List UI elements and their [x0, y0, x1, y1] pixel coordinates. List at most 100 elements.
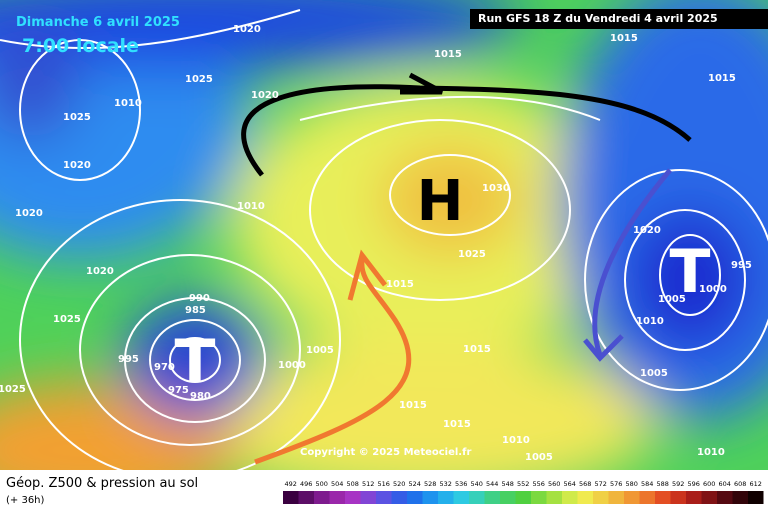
scale-label: 600: [703, 480, 715, 488]
scale-swatch: [562, 491, 578, 504]
isobar-label: 1010: [237, 201, 265, 212]
scale-label: 492: [285, 480, 297, 488]
scale-swatch: [515, 491, 531, 504]
scale-label: 552: [517, 480, 529, 488]
footer-lead: (+ 36h): [6, 495, 45, 506]
scale-label: 584: [641, 480, 653, 488]
scale-swatch: [484, 491, 500, 504]
scale-label: 556: [533, 480, 545, 488]
isobar-label: 1005: [306, 345, 334, 356]
date: Dimanche 6 avril 2025: [16, 15, 180, 30]
scale-label: 548: [502, 480, 514, 488]
scale-label: 512: [362, 480, 374, 488]
scale-label: 572: [595, 480, 607, 488]
scale-label: 524: [409, 480, 421, 488]
scale-label: 568: [579, 480, 591, 488]
isobar-label: 1015: [708, 73, 736, 84]
scale-swatch: [438, 491, 454, 504]
isobar-label: 990: [189, 293, 210, 304]
scale-swatch: [500, 491, 516, 504]
scale-label: 500: [316, 480, 328, 488]
isobar-label: 1010: [697, 447, 725, 458]
scale-label: 508: [347, 480, 359, 488]
scale-swatch: [546, 491, 562, 504]
scale-swatch: [345, 491, 361, 504]
scale-label: 564: [564, 480, 576, 488]
isobar-label: 1025: [0, 384, 26, 395]
scale-swatch: [701, 491, 717, 504]
scale-label: 592: [672, 480, 684, 488]
run-info: Run GFS 18 Z du Vendredi 4 avril 2025: [478, 12, 718, 25]
isobar-label: 1015: [399, 400, 427, 411]
scale-label: 528: [424, 480, 436, 488]
arrows: [241, 72, 692, 465]
time: 7:00 locale: [22, 35, 139, 57]
color-scale: 492 496 500 504 508 512 516 520 524 528 532 536 540 5…: [283, 480, 764, 504]
footer-title: Géop. Z500 & pression au sol: [6, 476, 198, 491]
isobar-label: 1030: [482, 183, 510, 194]
scale-swatch: [360, 491, 376, 504]
pressure-center: H: [417, 169, 464, 234]
scale-swatch: [639, 491, 655, 504]
scale-swatch: [670, 491, 686, 504]
scale-swatch: [531, 491, 547, 504]
isobar-label: 975: [168, 385, 189, 396]
isobar-label: 1015: [434, 49, 462, 60]
scale-swatch: [655, 491, 671, 504]
scale-label: 520: [393, 480, 405, 488]
scale-swatch: [329, 491, 345, 504]
isobar-label: 980: [190, 391, 211, 402]
scale-swatch: [732, 491, 748, 504]
scale-label: 504: [331, 480, 343, 488]
isobar-label: 1015: [443, 419, 471, 430]
scale-swatch: [314, 491, 330, 504]
isobar-label: 1005: [640, 368, 668, 379]
isobar-label: 1010: [636, 316, 664, 327]
scale-label: 596: [688, 480, 700, 488]
isobar-label: 1005: [525, 452, 553, 463]
isobar-label: 1020: [63, 160, 91, 171]
scale-swatch: [577, 491, 593, 504]
scale-label: 544: [486, 480, 498, 488]
copyright: Copyright © 2025 Meteociel.fr: [300, 447, 471, 458]
scale-swatch: [686, 491, 702, 504]
isobar-lines: [0, 9, 768, 481]
scale-swatch: [283, 491, 299, 504]
scale-label: 576: [610, 480, 622, 488]
scale-label: 496: [300, 480, 312, 488]
isobar-label: 995: [731, 260, 752, 271]
scale-swatch: [748, 491, 764, 504]
scale-swatch: [624, 491, 640, 504]
isobar-label: 1000: [278, 360, 306, 371]
pressure-center: T: [175, 327, 216, 397]
isobar-label: 1000: [699, 284, 727, 295]
isobar-labels: 1020 1025 1010 1025 1020 1020 1020 1010 1015 1015…: [0, 24, 752, 463]
scale-label: 604: [719, 480, 731, 488]
scale-swatch: [453, 491, 469, 504]
scale-swatch: [717, 491, 733, 504]
isobar-label: 970: [154, 362, 175, 373]
scale-swatch: [608, 491, 624, 504]
scale-swatch: [422, 491, 438, 504]
scale-label: 516: [378, 480, 390, 488]
scale-swatch: [376, 491, 392, 504]
isobar-label: 1020: [86, 266, 114, 277]
isobar-label: 1025: [63, 112, 91, 123]
scale-swatch: [407, 491, 423, 504]
scale-label: 532: [440, 480, 452, 488]
isobar-label: 1020: [251, 90, 279, 101]
isobar-label: 1020: [633, 225, 661, 236]
isobar-label: 1010: [114, 98, 142, 109]
scale-label: 560: [548, 480, 560, 488]
scale-label: 588: [657, 480, 669, 488]
isobar-label: 1020: [233, 24, 261, 35]
pressure-center: T: [670, 237, 711, 307]
isobar-label: 1015: [386, 279, 414, 290]
scale-label: 580: [626, 480, 638, 488]
scale-swatch: [593, 491, 609, 504]
scale-swatch: [391, 491, 407, 504]
isobar-label: 1025: [53, 314, 81, 325]
scale-label: 608: [734, 480, 746, 488]
